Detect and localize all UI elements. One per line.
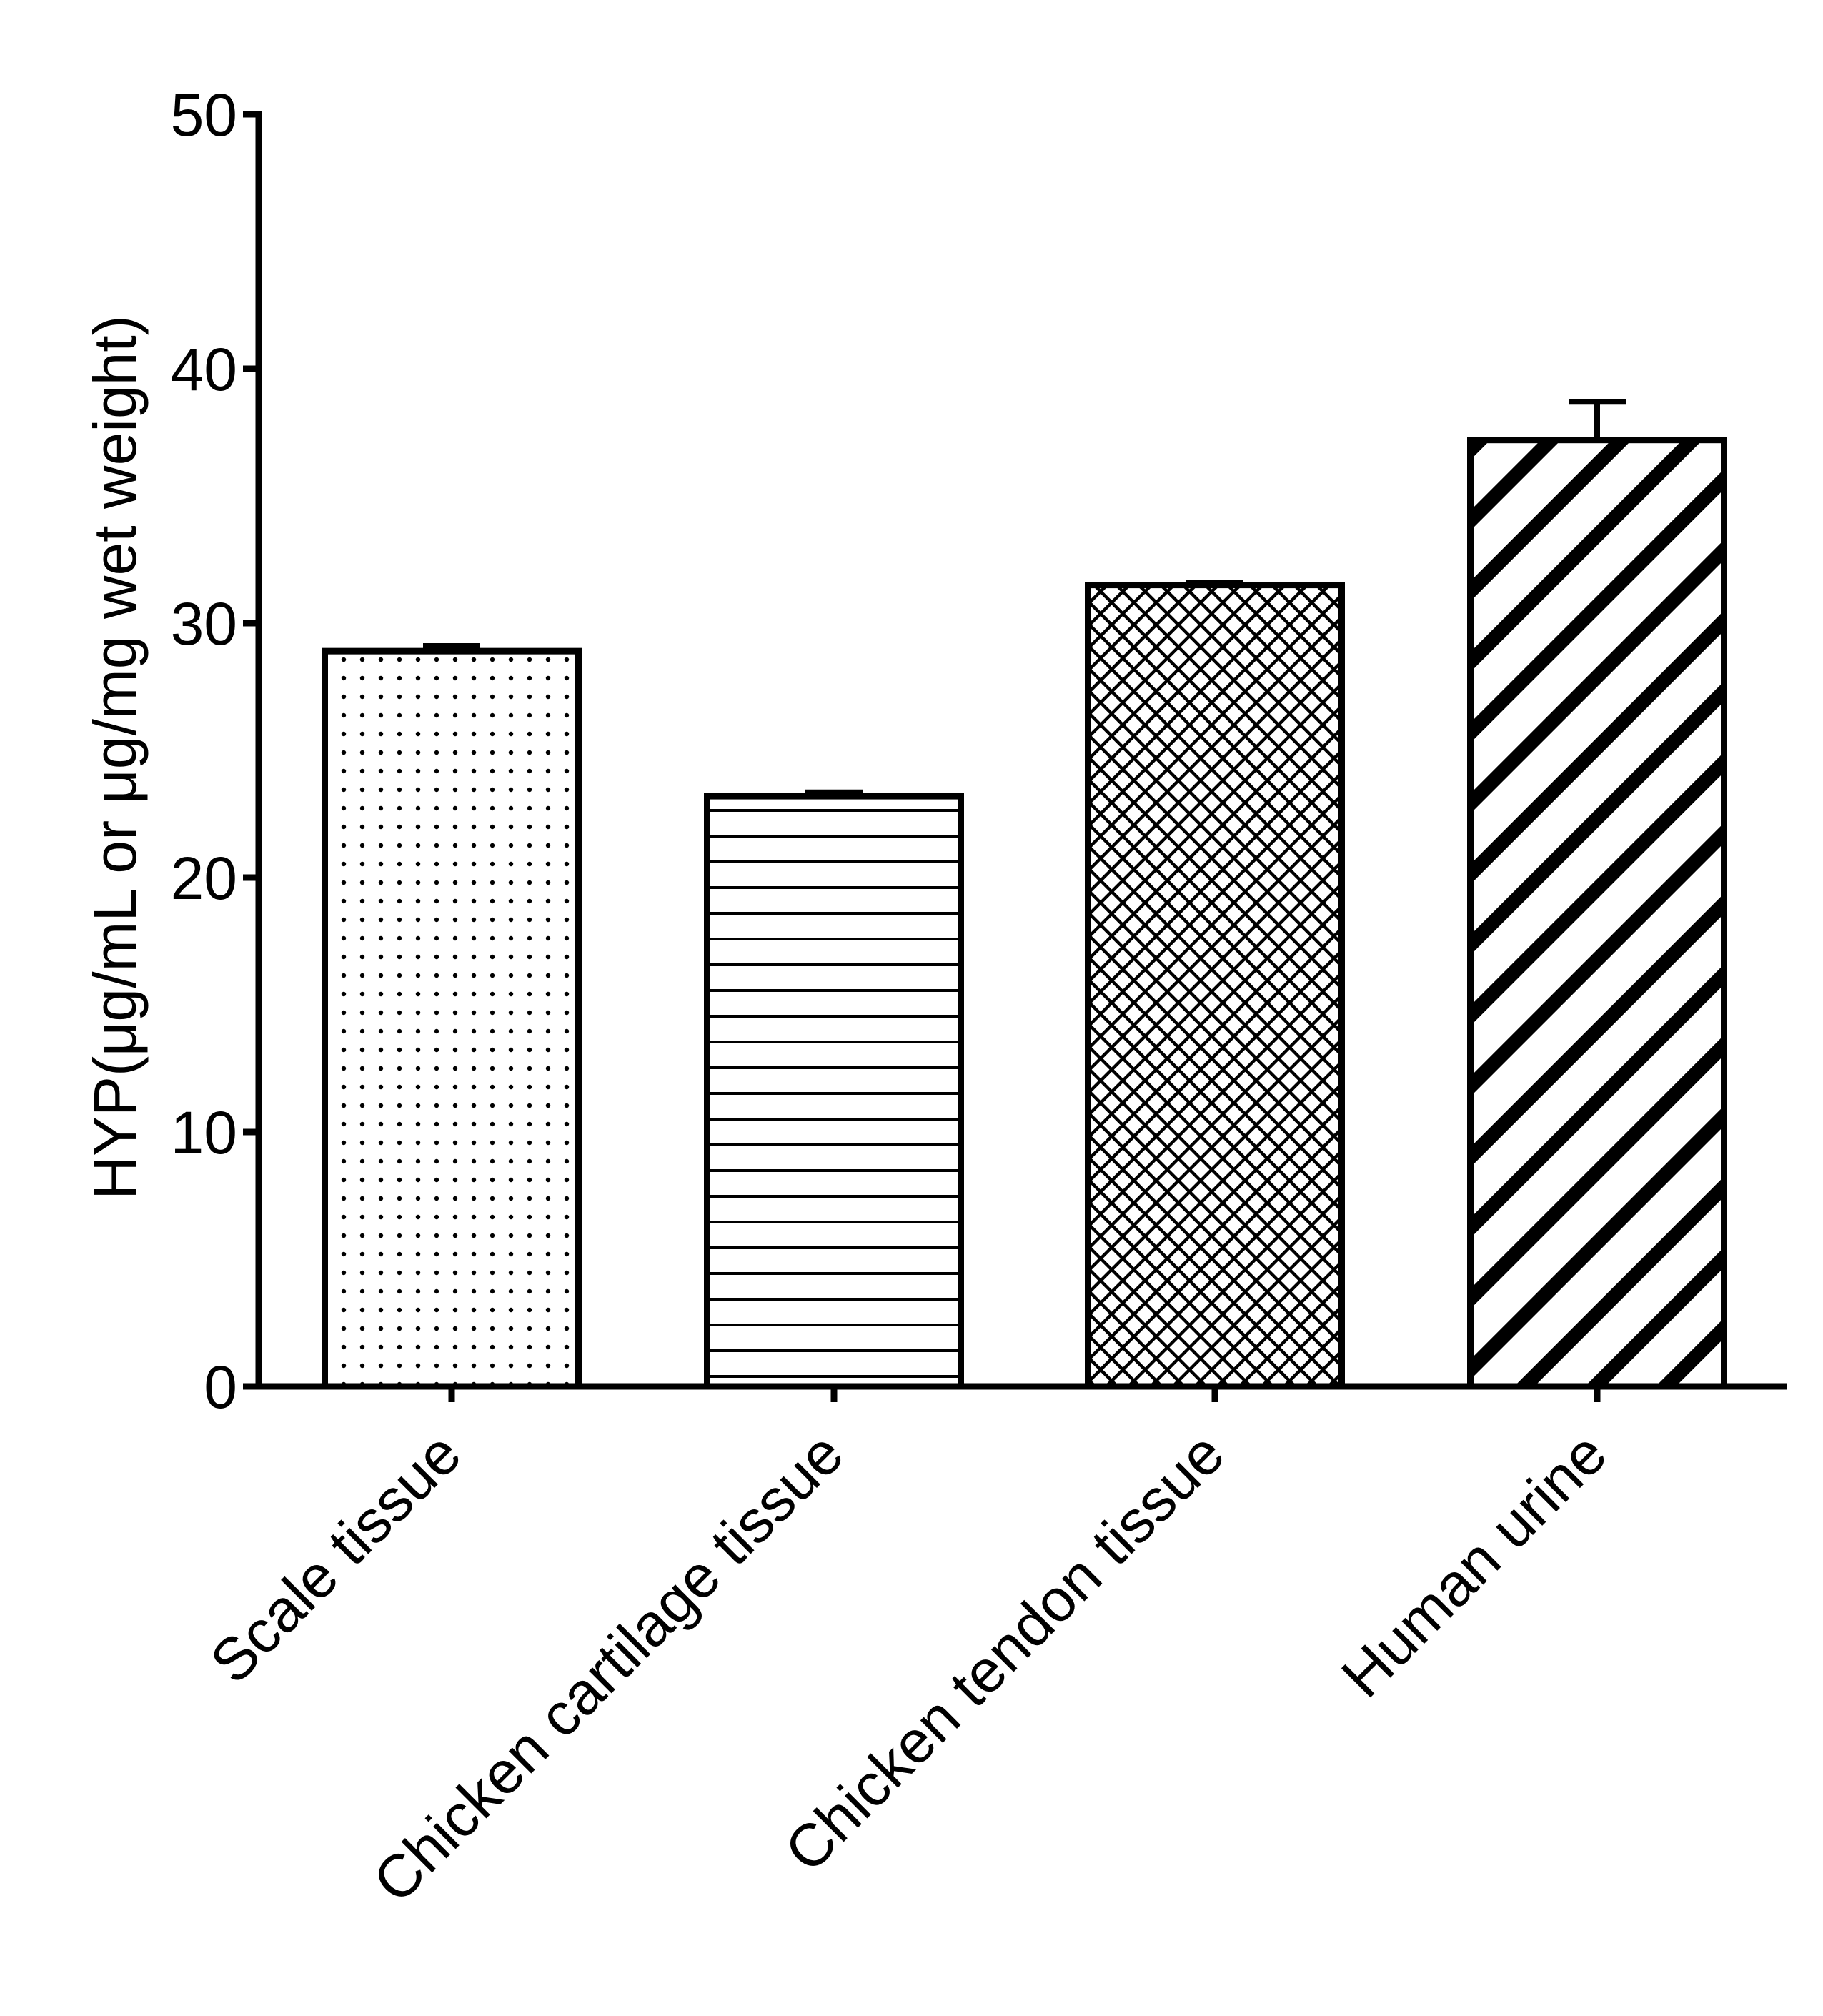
y-tick-label: 50 [171, 81, 237, 149]
bar-scale-tissue [322, 647, 582, 1390]
bar-chicken-tendon-tissue [1085, 582, 1345, 1390]
category-label: Scale tissue [197, 1419, 474, 1696]
y-tick-label: 30 [171, 590, 237, 657]
error-bar-human-urine [1569, 399, 1626, 440]
error-bars-layer [423, 399, 1626, 797]
y-tick-label: 40 [171, 336, 237, 403]
y-tick-label: 10 [171, 1099, 237, 1166]
axes-layer [255, 111, 1787, 1402]
bar-chicken-cartilage-tissue [704, 793, 964, 1390]
bar-human-urine [1467, 437, 1727, 1390]
error-bar-chicken-cartilage-tissue [805, 789, 863, 797]
y-tick-label: 20 [171, 845, 237, 912]
error-bar-scale-tissue [423, 643, 480, 652]
y-axis-title: HYP(μg/mL or μg/mg wet weight) [81, 315, 149, 1199]
error-bar-chicken-tendon-tissue [1186, 580, 1243, 586]
y-ticks-layer: 0 10 20 30 40 50 [171, 81, 259, 1421]
category-label: Human urine [1328, 1419, 1619, 1710]
category-label: Chicken tendon tissue [772, 1419, 1237, 1885]
bars-layer [322, 437, 1727, 1390]
y-tick-label: 0 [204, 1354, 237, 1421]
